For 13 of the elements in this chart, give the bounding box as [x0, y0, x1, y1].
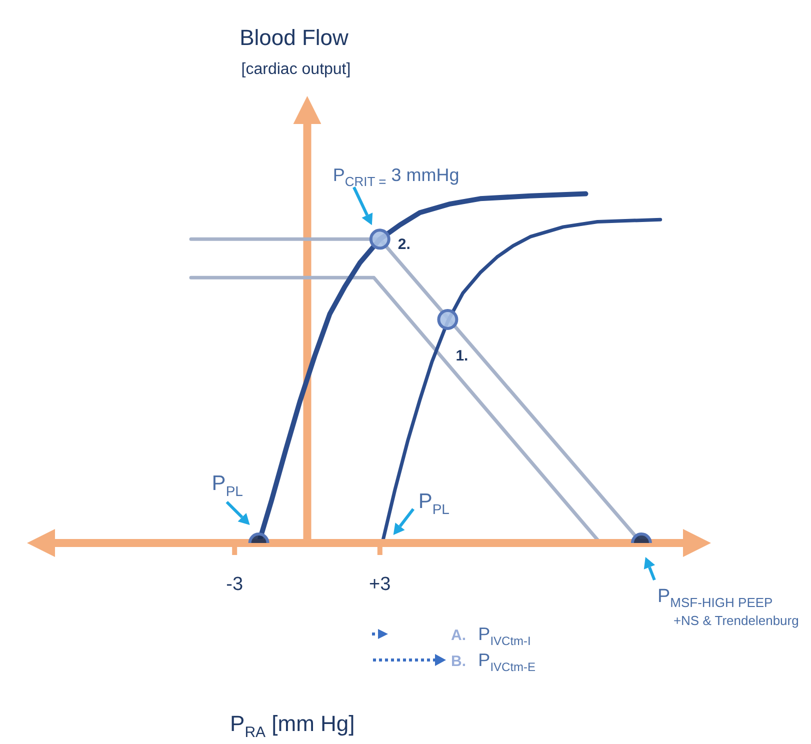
x-tick-label: +3	[369, 574, 391, 595]
chart-subtitle: [cardiac output]	[241, 61, 351, 78]
text: B. P$_{IVCtm-E}$	[451, 650, 536, 674]
annotation: P$_{PL}$	[418, 490, 450, 517]
annotation: P$_{MSF-HIGH PEEP}$ +NS & Trendelenburg	[657, 586, 799, 628]
annotation: P$_{PL}$	[212, 472, 244, 499]
chart-title: Blood Flow	[240, 25, 349, 50]
x-tick-label: -3	[226, 574, 244, 595]
annotation: P$_{CRIT =}$ 3 mmHg	[332, 165, 460, 190]
annotation: 1.	[456, 348, 468, 364]
text: P$_{RA}$ [mm Hg]	[230, 711, 355, 742]
annotation: 2.	[398, 236, 410, 254]
text: A. P$_{IVCtm-I}$	[451, 624, 531, 648]
